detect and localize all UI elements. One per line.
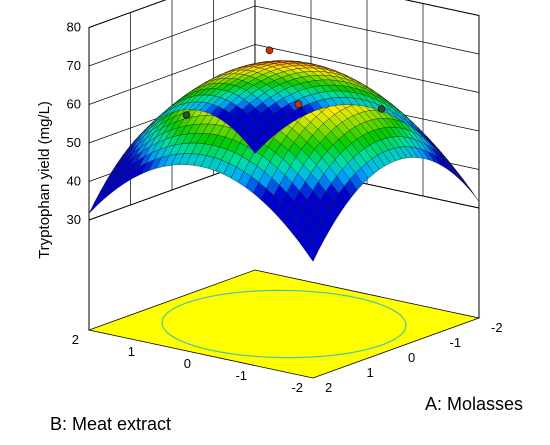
z-tick-label: 80: [67, 20, 81, 35]
z-tick-label: 40: [67, 174, 81, 189]
x-tick-label: 0: [408, 350, 415, 365]
axis-tick-labels: 30 40 50 60 70 80 -2 -1 0 1 2 -2 -1 0 1 2: [67, 20, 503, 396]
design-point: [182, 111, 191, 119]
y-tick-label: 0: [184, 356, 191, 371]
y-axis-title: B: Meat extract: [50, 414, 171, 434]
z-tick-label: 70: [67, 58, 81, 73]
design-point: [377, 105, 386, 113]
x-tick-label: 2: [325, 380, 332, 395]
x-tick-label: -2: [491, 320, 503, 335]
design-points: [182, 46, 386, 119]
z-tick-label: 30: [67, 212, 81, 227]
x-tick-label: -1: [450, 335, 462, 350]
surface-cell: [454, 171, 469, 188]
surface-cell: [449, 165, 463, 183]
y-tick-label: -2: [291, 380, 303, 395]
z-axis-title: Tryptophan yield (mg/L): [36, 101, 53, 259]
z-tick-label: 50: [67, 135, 81, 150]
x-tick-label: 1: [367, 365, 374, 380]
surface-cell: [88, 194, 103, 214]
y-tick-label: -1: [235, 368, 247, 383]
response-surface: [88, 60, 480, 262]
design-point: [294, 100, 303, 109]
floor-contour-plane: [87, 208, 481, 379]
z-gridline: [88, 0, 480, 28]
floor-plane: [87, 269, 481, 379]
floor-contour-line: [161, 289, 407, 359]
y-tick-label: 2: [72, 332, 79, 347]
y-tick-label: 1: [128, 344, 135, 359]
z-gridline: [88, 5, 480, 67]
design-point: [265, 46, 274, 55]
surface-cell: [249, 138, 263, 154]
z-tick-label: 60: [67, 97, 81, 112]
x-axis-title: A: Molasses: [425, 394, 523, 414]
